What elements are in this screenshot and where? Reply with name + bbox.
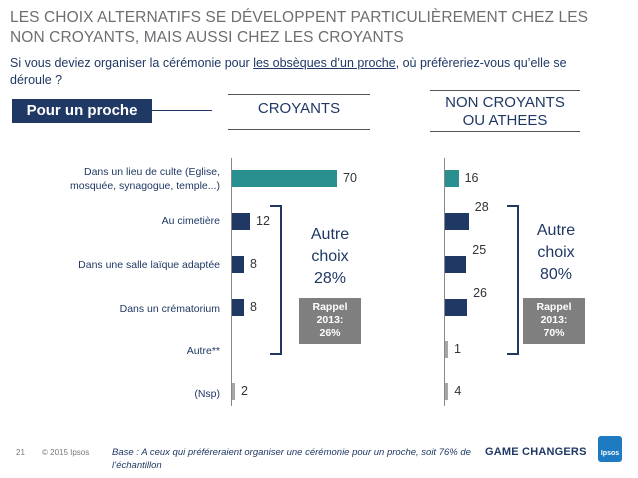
category-label-cimetiere: Au cimetière [161,215,220,227]
rappel-c-line1: Rappel [312,301,348,313]
category-culte-line2: mosquée, synagogue, temple...) [69,180,220,192]
category-label-crematorium: Dans un crématorium [119,303,220,315]
category-label-culte: Dans un lieu de culte (Eglise, mosquée, … [70,165,220,193]
rappel-non-croyants: Rappel 2013: 70% [523,298,585,344]
value-label-croyants-3: 8 [250,300,257,314]
value-label-non-croyants-0: 16 [464,171,479,185]
col1-top-rule [228,94,370,95]
bar-non-croyants-3 [445,299,468,316]
value-label-croyants-1: 12 [256,214,270,228]
value-label-croyants-2: 8 [250,257,257,271]
autre-c-line3: 28% [313,270,347,287]
bar-non-croyants-2 [445,256,467,273]
question-underlined: les obsèques d’un proche [253,56,396,70]
rappel-croyants: Rappel 2013: 26% [299,298,361,344]
rappel-n-line3: 70% [543,327,565,339]
page-number: 21 [16,448,25,457]
col2-bottom-rule [430,131,580,132]
question-after: , où préfèreriez-vous qu’elle se déroule… [10,56,567,87]
rappel-n-line1: Rappel [536,301,572,313]
axis-non-croyants [444,158,445,406]
autre-n-line3: 80% [539,266,573,283]
col2-top-rule [430,90,580,91]
value-label-non-croyants-3: 26 [473,286,487,300]
bracket-non-croyants [507,205,519,355]
category-label-salle: Dans une salle laïque adaptée [78,259,220,271]
question-text: Si vous deviez organiser la cérémonie po… [10,55,610,89]
rappel-c-line2: 2013: [316,314,344,326]
autre-c-line1: Autre [310,226,350,243]
question-before: Si vous deviez organiser la cérémonie po… [10,56,254,70]
base-note: Base : A ceux qui préféreraient organise… [112,447,471,471]
col-header-non-croyants: NON CROYANTS OU ATHEES [430,94,580,130]
bar-croyants-2 [232,256,244,273]
ipsos-logo: Ipsos [598,436,622,462]
rappel-c-line3: 26% [319,327,341,339]
col2-header-line1: NON CROYANTS [445,94,565,111]
value-label-croyants-5: 2 [241,384,248,398]
rappel-n-line2: 2013: [540,314,568,326]
bracket-croyants [270,205,282,355]
bar-croyants-1 [232,213,250,230]
autre-c-line2: choix [311,248,349,265]
copyright: © 2015 Ipsos [42,448,90,457]
category-label-autre: Autre** [186,345,220,357]
category-culte-line1: Dans un lieu de culte (Eglise, [84,166,220,178]
category-label-nsp: (Nsp) [194,388,220,400]
segment-badge: Pour un proche [12,99,152,123]
bar-croyants-0 [232,170,337,187]
bar-croyants-5 [232,383,235,400]
autre-n-line2: choix [537,244,575,261]
autre-n-line1: Autre [536,222,576,239]
badge-underline [152,110,212,111]
bar-non-croyants-0 [445,170,459,187]
bar-non-croyants-5 [445,383,449,400]
autre-choix-non-croyants: Autre choix 80% [522,220,590,286]
brand-tagline: GAME CHANGERS [485,446,587,458]
value-label-non-croyants-4: 1 [454,342,461,356]
value-label-non-croyants-1: 28 [474,200,489,214]
bar-non-croyants-4 [445,341,448,358]
value-label-non-croyants-5: 4 [454,384,462,398]
axis-croyants [231,158,232,406]
bar-non-croyants-1 [445,213,469,230]
page-title: LES CHOIX ALTERNATIFS SE DÉVELOPPENT PAR… [10,9,589,46]
bar-croyants-3 [232,299,244,316]
value-label-croyants-0: 70 [343,171,357,185]
col-header-croyants: CROYANTS [257,100,341,117]
col2-header-line2: OU ATHEES [462,112,548,129]
col1-bottom-rule [228,129,370,130]
autre-choix-croyants: Autre choix 28% [294,224,366,290]
value-label-non-croyants-2: 25 [472,243,487,257]
